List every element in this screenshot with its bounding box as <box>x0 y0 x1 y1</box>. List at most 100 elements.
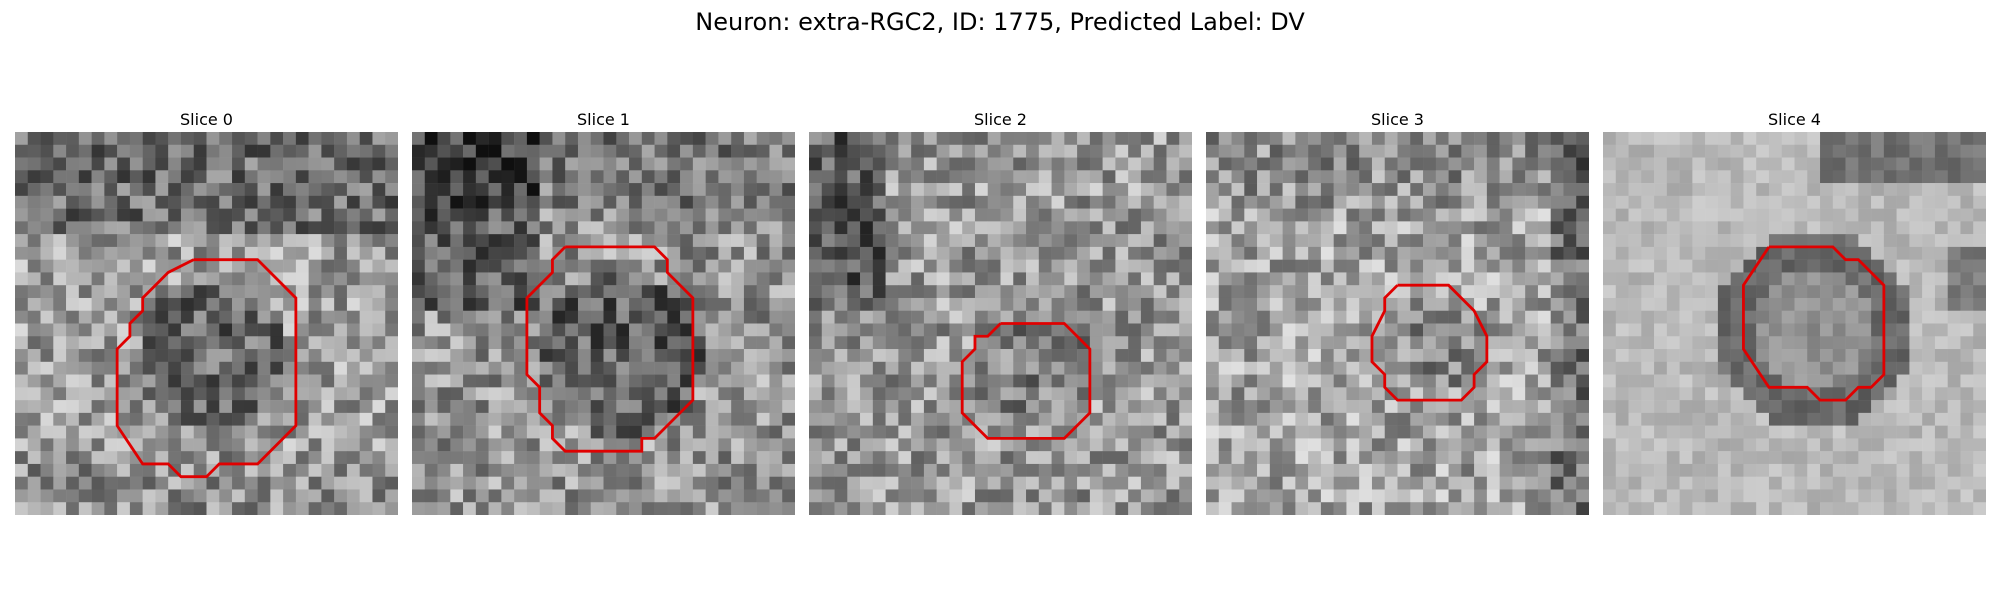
pixel <box>1231 349 1245 363</box>
pixel <box>1654 387 1668 401</box>
pixel <box>821 157 835 171</box>
pixel <box>1013 323 1027 337</box>
pixel <box>1807 336 1821 350</box>
pixel <box>321 412 335 426</box>
pixel <box>78 132 92 146</box>
pixel <box>834 246 848 260</box>
pixel <box>911 132 925 146</box>
pixel <box>1563 502 1577 515</box>
pixel <box>450 170 464 184</box>
pixel <box>1308 272 1322 286</box>
pixel <box>1705 221 1719 235</box>
pixel <box>1231 285 1245 299</box>
pixel <box>501 361 515 375</box>
pixel <box>577 374 591 388</box>
pixel <box>40 425 54 439</box>
pixel <box>372 438 386 452</box>
pixel <box>321 144 335 158</box>
pixel <box>1871 451 1885 465</box>
pixel <box>821 349 835 363</box>
pixel <box>1615 451 1629 465</box>
pixel <box>1615 195 1629 209</box>
pixel <box>1038 438 1052 452</box>
pixel <box>809 170 823 184</box>
pixel <box>1244 195 1258 209</box>
pixel <box>949 489 963 503</box>
pixel <box>283 310 297 324</box>
pixel <box>847 195 861 209</box>
pixel <box>1461 144 1475 158</box>
pixel <box>295 259 309 273</box>
pixel <box>244 144 258 158</box>
pixel <box>1820 234 1834 248</box>
pixel <box>193 438 207 452</box>
pixel <box>219 476 233 490</box>
pixel <box>1615 221 1629 235</box>
pixel <box>911 400 925 414</box>
pixel <box>1550 310 1564 324</box>
pixel <box>680 132 694 146</box>
pixel <box>1140 208 1154 222</box>
pixel <box>27 361 41 375</box>
pixel <box>308 234 322 248</box>
pixel <box>1064 451 1078 465</box>
pixel <box>1218 195 1232 209</box>
pixel <box>834 144 848 158</box>
pixel <box>321 438 335 452</box>
pixel <box>1089 349 1103 363</box>
pixel <box>1628 323 1642 337</box>
pixel <box>1679 425 1693 439</box>
pixel <box>1666 170 1680 184</box>
pixel <box>911 221 925 235</box>
pixel <box>743 400 757 414</box>
pixel <box>463 234 477 248</box>
pixel <box>232 234 246 248</box>
pixel <box>974 170 988 184</box>
pixel <box>1768 361 1782 375</box>
pixel <box>78 336 92 350</box>
pixel <box>769 272 783 286</box>
pixel <box>155 234 169 248</box>
pixel <box>590 259 604 273</box>
pixel <box>1641 476 1655 490</box>
pixel <box>1269 221 1283 235</box>
pixel <box>1973 476 1986 490</box>
pixel <box>1384 183 1398 197</box>
pixel <box>1244 349 1258 363</box>
pixel <box>1244 476 1258 490</box>
pixel <box>1077 170 1091 184</box>
pixel <box>821 259 835 273</box>
pixel <box>1140 323 1154 337</box>
pixel <box>552 412 566 426</box>
figure-title: Neuron: extra-RGC2, ID: 1775, Predicted … <box>695 8 1305 36</box>
pixel <box>680 234 694 248</box>
pixel <box>53 502 67 515</box>
pixel <box>1474 272 1488 286</box>
pixel <box>1947 144 1961 158</box>
pixel <box>1934 297 1948 311</box>
pixel <box>91 310 105 324</box>
pixel <box>1308 297 1322 311</box>
pixel <box>1474 400 1488 414</box>
pixel <box>1756 144 1770 158</box>
pixel <box>1525 208 1539 222</box>
pixel <box>104 221 118 235</box>
pixel <box>475 310 489 324</box>
pixel <box>860 170 874 184</box>
pixel <box>437 374 451 388</box>
pixel <box>860 297 874 311</box>
pixel <box>78 170 92 184</box>
pixel <box>1550 349 1564 363</box>
pixel <box>1654 234 1668 248</box>
pixel <box>1807 400 1821 414</box>
pixel <box>1320 195 1334 209</box>
pixel <box>78 208 92 222</box>
pixel <box>1512 221 1526 235</box>
pixel <box>1717 349 1731 363</box>
pixel <box>1153 272 1167 286</box>
pixel <box>117 412 131 426</box>
pixel <box>590 310 604 324</box>
pixel <box>91 195 105 209</box>
pixel <box>1486 451 1500 465</box>
pixel <box>1641 463 1655 477</box>
